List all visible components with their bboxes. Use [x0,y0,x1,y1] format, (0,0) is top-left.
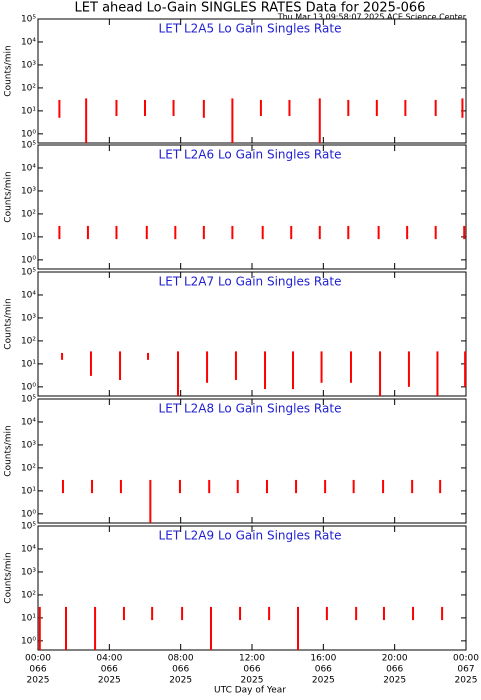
x-tick-year: 2025 [241,676,264,686]
plot-frame [37,144,467,270]
x-tick-label: 16:00 [310,654,336,664]
x-tick-label: 04:00 [96,654,122,664]
x-tick-day: 067 [457,665,474,675]
y-tick-label: 10⁴ [21,163,36,173]
page-subtitle: Thu Mar 13 09:58:07 2025 ACE Science Cen… [277,13,467,22]
panel-title: LET L2A6 Lo Gain Singles Rate [159,148,342,162]
y-tick-label: 10⁵ [21,268,36,278]
page-title: LET ahead Lo-Gain SINGLES RATES Data for… [75,1,426,16]
y-tick-label: 10⁵ [21,522,36,532]
x-tick-day: 066 [315,665,332,675]
y-tick-label: 10¹ [21,486,36,496]
plot-frame [37,18,467,144]
x-tick-label: 08:00 [168,654,194,664]
x-tick-day: 066 [243,665,260,675]
panel-title: LET L2A8 Lo Gain Singles Rate [159,402,342,416]
x-tick-label: 00:00 [453,654,479,664]
y-tick-label: 10⁵ [21,395,36,405]
y-tick-label: 10³ [21,567,36,577]
y-tick-label: 10¹ [21,232,36,242]
y-tick-label: 10⁰ [21,509,36,519]
plot-frame [37,398,467,524]
x-tick-year: 2025 [98,676,121,686]
y-tick-label: 10⁰ [21,636,36,646]
plot-frame [37,525,467,651]
y-tick-label: 10³ [21,313,36,323]
y-tick-label: 10⁴ [21,417,36,427]
x-tick-day: 066 [386,665,403,675]
x-tick-year: 2025 [383,676,406,686]
x-axis-label: UTC Day of Year [214,686,286,696]
y-tick-label: 10⁰ [21,129,36,139]
y-tick-label: 10² [21,590,36,600]
y-axis-label: Counts/min [4,45,14,96]
y-tick-label: 10¹ [21,106,36,116]
x-tick-label: 12:00 [239,654,265,664]
x-tick-year: 2025 [27,676,50,686]
x-tick-year: 2025 [169,676,192,686]
y-tick-label: 10⁴ [21,37,36,47]
y-tick-label: 10³ [21,60,36,70]
y-tick-label: 10⁴ [21,544,36,554]
x-tick-year: 2025 [312,676,335,686]
y-tick-label: 10¹ [21,613,36,623]
plot-frame [37,271,467,397]
y-tick-label: 10² [21,463,36,473]
y-tick-label: 10² [21,336,36,346]
y-tick-label: 10² [21,209,36,219]
y-axis-label: Counts/min [4,298,14,349]
y-tick-label: 10³ [21,440,36,450]
x-tick-label: 00:00 [25,654,51,664]
y-tick-label: 10² [21,83,36,93]
y-tick-label: 10³ [21,186,36,196]
y-axis-label: Counts/min [4,425,14,476]
y-axis-label: Counts/min [4,171,14,222]
y-tick-label: 10⁵ [21,141,36,151]
x-tick-day: 066 [101,665,118,675]
x-tick-day: 066 [172,665,189,675]
y-axis-label: Counts/min [4,552,14,603]
y-tick-label: 10⁰ [21,382,36,392]
panel-title: LET L2A9 Lo Gain Singles Rate [159,529,342,543]
y-tick-label: 10⁴ [21,290,36,300]
x-tick-label: 20:00 [382,654,408,664]
y-tick-label: 10¹ [21,359,36,369]
panel-title: LET L2A7 Lo Gain Singles Rate [159,275,342,289]
y-tick-label: 10⁵ [21,15,36,25]
y-tick-label: 10⁰ [21,255,36,265]
panel-title: LET L2A5 Lo Gain Singles Rate [159,22,342,36]
x-tick-day: 066 [29,665,46,675]
x-tick-year: 2025 [455,676,478,686]
